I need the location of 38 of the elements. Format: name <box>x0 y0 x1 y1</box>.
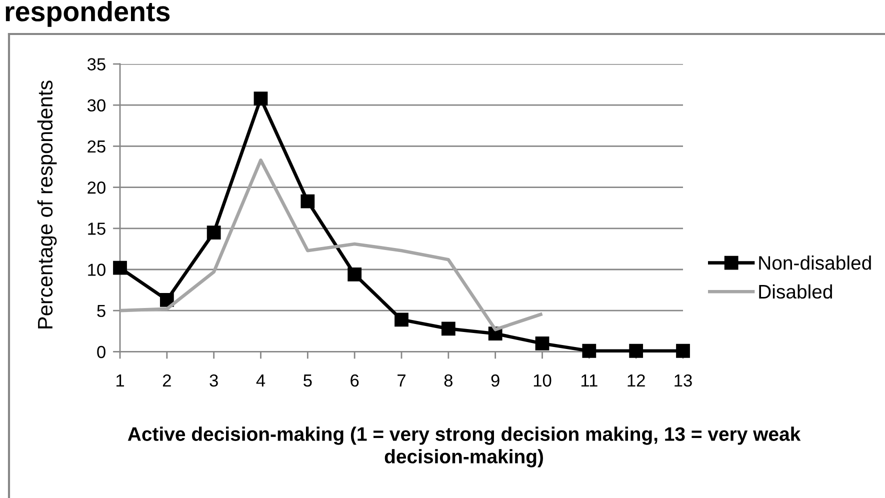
chart-title: respondents <box>6 1 170 27</box>
x-tick-label: 4 <box>256 374 266 387</box>
point <box>629 344 644 358</box>
legend-label: Disabled <box>759 284 832 299</box>
y-tick-label: 25 <box>88 140 106 153</box>
point <box>535 336 550 350</box>
y-axis-title: Percentage of respondents <box>37 80 57 328</box>
x-tick-label: 2 <box>162 374 171 387</box>
x-tick-label: 3 <box>210 374 218 387</box>
y-tick-label: 5 <box>97 304 106 318</box>
y-tick-label: 20 <box>88 181 106 194</box>
x-tick-label: 7 <box>398 374 406 387</box>
y-tick-label: 10 <box>88 264 106 276</box>
x-tick-label: 11 <box>581 374 598 387</box>
x-tick-label: 10 <box>534 374 552 387</box>
y-tick-label: 35 <box>87 58 106 70</box>
x-tick-label: 13 <box>674 374 692 387</box>
point <box>394 312 408 327</box>
point <box>582 344 596 358</box>
point <box>348 267 362 282</box>
point <box>676 344 690 358</box>
y-tick-label: 30 <box>87 99 106 112</box>
x-tick-label: 8 <box>444 374 452 387</box>
point <box>113 260 127 275</box>
point <box>206 226 221 240</box>
y-tick-label: 15 <box>88 222 106 235</box>
y-tick-label: 0 <box>97 346 106 358</box>
point <box>300 194 315 208</box>
point <box>160 292 174 307</box>
x-tick-label: 1 <box>116 374 124 387</box>
point <box>441 322 456 336</box>
x-axis-title: Active decision-making (1 = very strong decision making, 13 = very weak decision-making) <box>128 426 801 468</box>
point <box>254 92 268 106</box>
legend-label: Non-disabled <box>759 256 871 270</box>
x-tick-label: 5 <box>304 374 312 387</box>
x-tick-label: 9 <box>491 374 500 387</box>
x-tick-label: 6 <box>350 374 359 387</box>
x-tick-label: 12 <box>628 374 645 387</box>
